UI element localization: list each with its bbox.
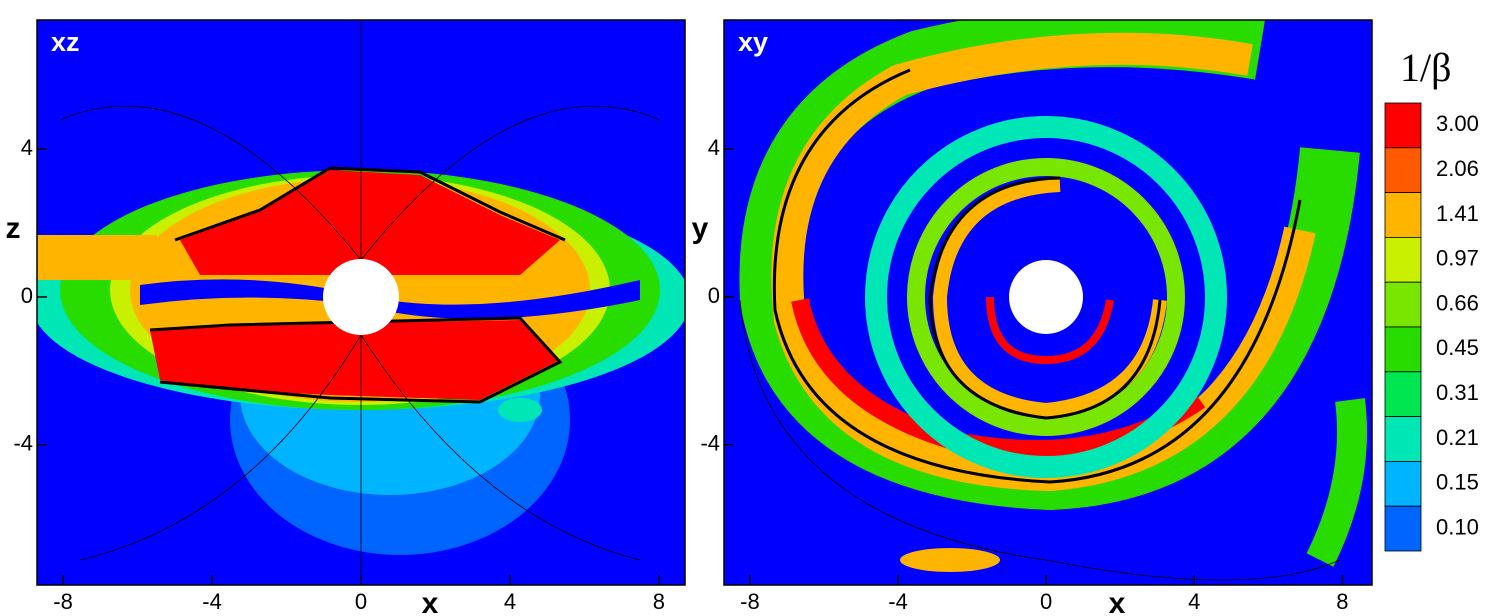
colorbar-band xyxy=(1384,102,1422,149)
colorbar-band xyxy=(1384,416,1422,462)
y-tick-label: 4 xyxy=(21,135,33,160)
x-tick-label: 8 xyxy=(1336,589,1348,614)
colorbar-band xyxy=(1384,326,1422,373)
colorbar-label: 0.15 xyxy=(1436,470,1479,495)
x-tick-label: -8 xyxy=(53,589,73,614)
colorbar-label: 0.21 xyxy=(1436,425,1479,450)
colorbar-label: 0.45 xyxy=(1436,335,1479,360)
colorbar-label: 0.97 xyxy=(1436,246,1479,271)
x-tick-label: 0 xyxy=(355,589,367,614)
x-tick-label: 0 xyxy=(1040,589,1052,614)
y-axis-label: y xyxy=(692,212,709,245)
colorbar-band xyxy=(1384,460,1422,507)
colorbar-label: 1.41 xyxy=(1436,201,1479,226)
colorbar-band xyxy=(1384,147,1422,194)
colorbar-label: 0.31 xyxy=(1436,380,1479,405)
plot-frame xyxy=(723,19,1373,586)
colorbar-band xyxy=(1384,236,1422,283)
colorbar-band xyxy=(1384,281,1422,328)
colorbar-label: 0.10 xyxy=(1436,514,1479,539)
y-tick-label: -4 xyxy=(700,430,720,455)
x-tick-label: 4 xyxy=(1188,589,1200,614)
panel-label: xy xyxy=(738,27,768,57)
xy-field xyxy=(724,20,1372,585)
x-axis-label: x xyxy=(1109,587,1126,616)
x-tick-label: -8 xyxy=(740,589,760,614)
x-tick-label: -4 xyxy=(202,589,222,614)
panel-label: xz xyxy=(51,27,80,57)
y-axis-label: z xyxy=(6,212,21,245)
y-tick-label: 0 xyxy=(708,283,720,308)
colorbar-band xyxy=(1384,192,1422,238)
x-tick-label: -4 xyxy=(888,589,908,614)
colorbar-label: 0.66 xyxy=(1436,290,1479,315)
x-tick-label: 8 xyxy=(653,589,665,614)
x-tick-label: 4 xyxy=(504,589,516,614)
xz-field xyxy=(37,20,685,585)
x-axis-label: x xyxy=(422,587,439,616)
colorbar-label: 2.06 xyxy=(1436,156,1479,181)
y-tick-label: 4 xyxy=(708,135,720,160)
y-tick-label: -4 xyxy=(13,430,33,455)
y-tick-label: 0 xyxy=(21,283,33,308)
colorbar-band xyxy=(1384,371,1422,417)
colorbar-band xyxy=(1384,505,1422,552)
colorbar-label: 3.00 xyxy=(1436,111,1479,136)
colorbar-title: 1/β xyxy=(1400,45,1451,90)
